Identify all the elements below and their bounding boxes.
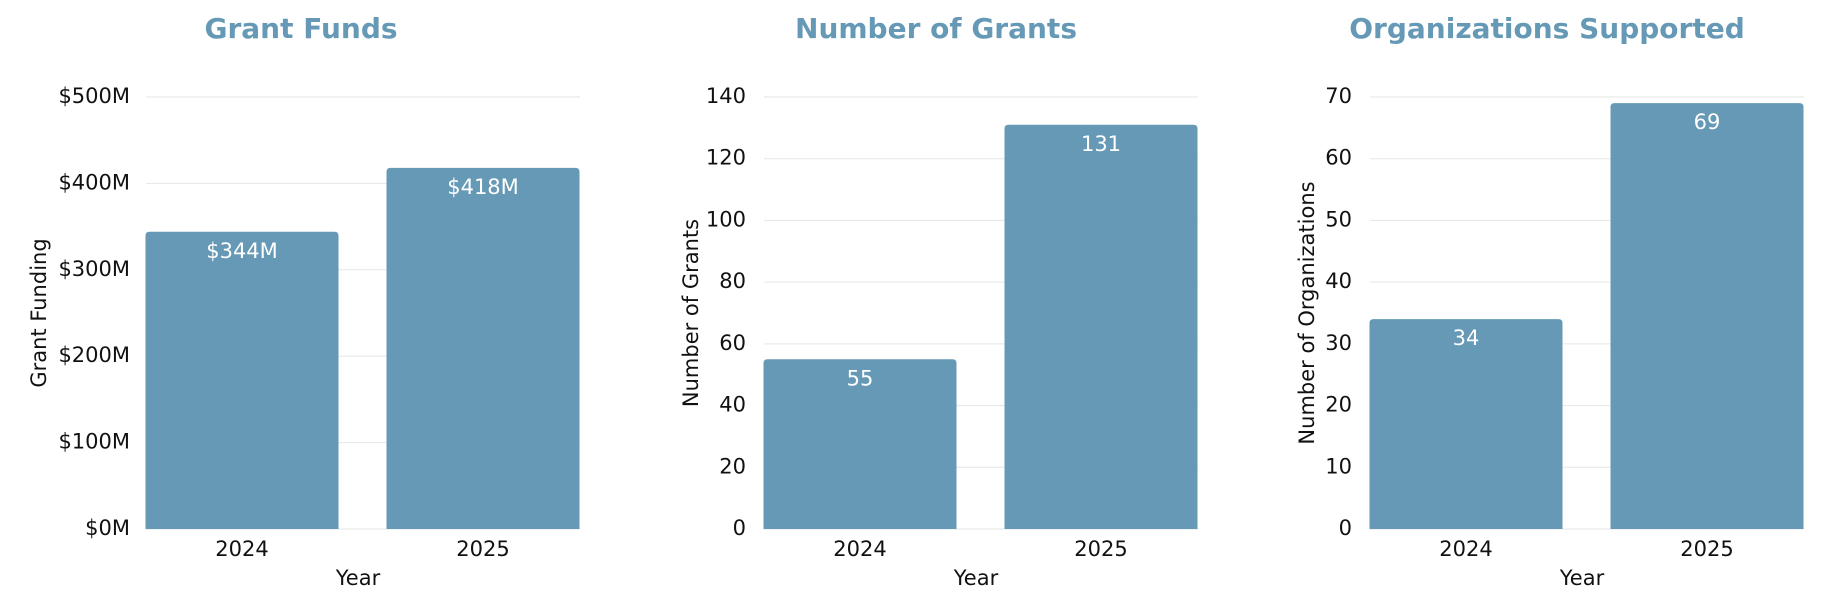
chart-3-x-axis-title: Year <box>1559 566 1605 590</box>
chart-1-bar-2024 <box>145 231 339 529</box>
chart-3-y-tick-label: 50 <box>1325 207 1352 231</box>
chart-2-x-tick-label: 2024 <box>833 537 886 561</box>
chart-3-y-tick-label: 70 <box>1325 84 1352 108</box>
chart-1-y-axis-title: Grant Funding <box>27 238 51 387</box>
chart-1-y-tick-label: $300M <box>58 257 130 281</box>
chart-2-y-tick-label: 140 <box>706 84 746 108</box>
chart-2-data-label: 55 <box>847 366 874 390</box>
chart-3-y-tick-label: 10 <box>1325 454 1352 478</box>
chart-2-y-axis-title: Number of Grants <box>679 219 703 407</box>
chart-3-y-tick-label: 30 <box>1325 331 1352 355</box>
chart-2-title: Number of Grants <box>795 12 1077 45</box>
chart-2-x-tick-label: 2025 <box>1074 537 1127 561</box>
chart-1-title: Grant Funds <box>204 12 397 45</box>
chart-3-data-label: 69 <box>1694 110 1721 134</box>
chart-2-y-tick-label: 20 <box>719 454 746 478</box>
chart-2-y-tick-label: 120 <box>706 146 746 170</box>
chart-2-y-tick-label: 100 <box>706 207 746 231</box>
chart-3-data-label: 34 <box>1453 326 1480 350</box>
chart-3-y-tick-label: 40 <box>1325 269 1352 293</box>
chart-1-x-tick-label: 2024 <box>215 537 268 561</box>
chart-1-y-tick-label: $0M <box>85 516 130 540</box>
chart-2-data-label: 131 <box>1081 132 1121 156</box>
chart-1-y-tick-label: $100M <box>58 430 130 454</box>
chart-3-bar-2024 <box>1369 319 1563 529</box>
chart-3-y-tick-label: 60 <box>1325 146 1352 170</box>
chart-3-x-tick-label: 2025 <box>1680 537 1733 561</box>
chart-2-bar-2025 <box>1004 124 1198 530</box>
chart-2-x-axis-title: Year <box>953 566 999 590</box>
chart-3-x-tick-label: 2024 <box>1439 537 1492 561</box>
chart-1-data-label: $344M <box>206 239 278 263</box>
chart-2-y-tick-label: 40 <box>719 393 746 417</box>
chart-2-y-tick-label: 60 <box>719 331 746 355</box>
chart-2-bar-2024 <box>763 359 957 529</box>
chart-3-bar-2025 <box>1610 103 1804 530</box>
chart-1-y-tick-label: $200M <box>58 343 130 367</box>
chart-1-x-axis-title: Year <box>335 566 381 590</box>
chart-1-data-label: $418M <box>447 175 519 199</box>
chart-3-y-tick-label: 0 <box>1339 516 1352 540</box>
chart-1-y-tick-label: $400M <box>58 170 130 194</box>
chart-3-y-axis-title: Number of Organizations <box>1295 181 1319 444</box>
chart-1-bar-2025 <box>386 167 580 529</box>
chart-3-title: Organizations Supported <box>1349 12 1745 45</box>
chart-1-x-tick-label: 2025 <box>456 537 509 561</box>
chart-1-y-tick-label: $500M <box>58 84 130 108</box>
chart-2-y-tick-label: 0 <box>733 516 746 540</box>
chart-2-y-tick-label: 80 <box>719 269 746 293</box>
chart-3-y-tick-label: 20 <box>1325 393 1352 417</box>
